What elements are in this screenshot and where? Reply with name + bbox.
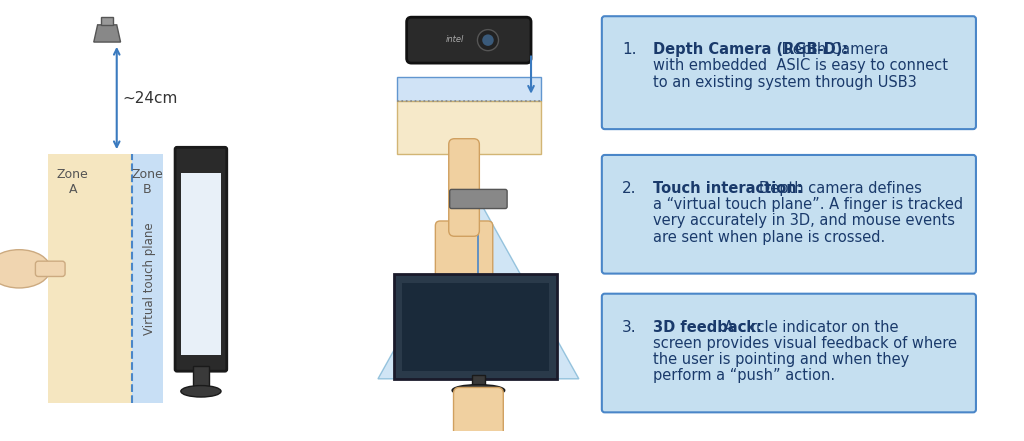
Text: with embedded  ASIC is easy to connect: with embedded ASIC is easy to connect xyxy=(652,58,947,73)
Bar xyxy=(48,154,132,403)
FancyBboxPatch shape xyxy=(435,221,493,283)
FancyBboxPatch shape xyxy=(602,16,976,129)
Bar xyxy=(401,283,549,371)
Bar xyxy=(394,273,557,379)
Ellipse shape xyxy=(181,385,221,397)
Polygon shape xyxy=(378,199,579,379)
Text: 2.: 2. xyxy=(622,181,637,196)
FancyBboxPatch shape xyxy=(36,261,66,277)
Circle shape xyxy=(482,34,494,46)
Text: intel: intel xyxy=(445,35,464,44)
FancyBboxPatch shape xyxy=(602,155,976,273)
Ellipse shape xyxy=(0,250,50,288)
FancyBboxPatch shape xyxy=(407,17,531,63)
Circle shape xyxy=(477,30,499,51)
Text: 3.: 3. xyxy=(622,320,637,335)
FancyBboxPatch shape xyxy=(449,138,479,236)
Text: ~24cm: ~24cm xyxy=(123,90,178,105)
Bar xyxy=(472,375,485,396)
Bar xyxy=(397,101,541,154)
Text: 1.: 1. xyxy=(622,42,637,57)
Text: Depth Camera (RGB-D):: Depth Camera (RGB-D): xyxy=(652,42,848,57)
Ellipse shape xyxy=(452,385,505,396)
Text: the user is pointing and when they: the user is pointing and when they xyxy=(652,352,908,367)
Text: 3D feedback:: 3D feedback: xyxy=(652,320,762,335)
Bar xyxy=(181,173,221,355)
Text: Zone
A: Zone A xyxy=(57,168,89,196)
Text: to an existing system through USB3: to an existing system through USB3 xyxy=(652,75,916,90)
Text: are sent when plane is crossed.: are sent when plane is crossed. xyxy=(652,230,885,245)
FancyBboxPatch shape xyxy=(602,294,976,412)
Text: Depth Camera: Depth Camera xyxy=(777,42,889,57)
Text: Zone
B: Zone B xyxy=(131,168,163,196)
Text: screen provides visual feedback of where: screen provides visual feedback of where xyxy=(652,336,956,351)
Text: perform a “push” action.: perform a “push” action. xyxy=(652,368,835,383)
Text: a “virtual touch plane”. A finger is tracked: a “virtual touch plane”. A finger is tra… xyxy=(652,197,963,212)
Text: A circle indicator on the: A circle indicator on the xyxy=(724,320,898,335)
Bar xyxy=(101,17,113,25)
Text: Depth camera defines: Depth camera defines xyxy=(760,181,923,196)
FancyBboxPatch shape xyxy=(450,189,507,209)
Text: Touch interaction:: Touch interaction: xyxy=(652,181,802,196)
Text: very accurately in 3D, and mouse events: very accurately in 3D, and mouse events xyxy=(652,213,954,228)
Polygon shape xyxy=(94,25,121,42)
Bar xyxy=(132,154,163,403)
FancyBboxPatch shape xyxy=(175,147,226,371)
Bar xyxy=(194,366,209,395)
Bar xyxy=(397,78,541,101)
Text: Virtual touch plane: Virtual touch plane xyxy=(142,222,156,335)
FancyBboxPatch shape xyxy=(454,388,503,437)
